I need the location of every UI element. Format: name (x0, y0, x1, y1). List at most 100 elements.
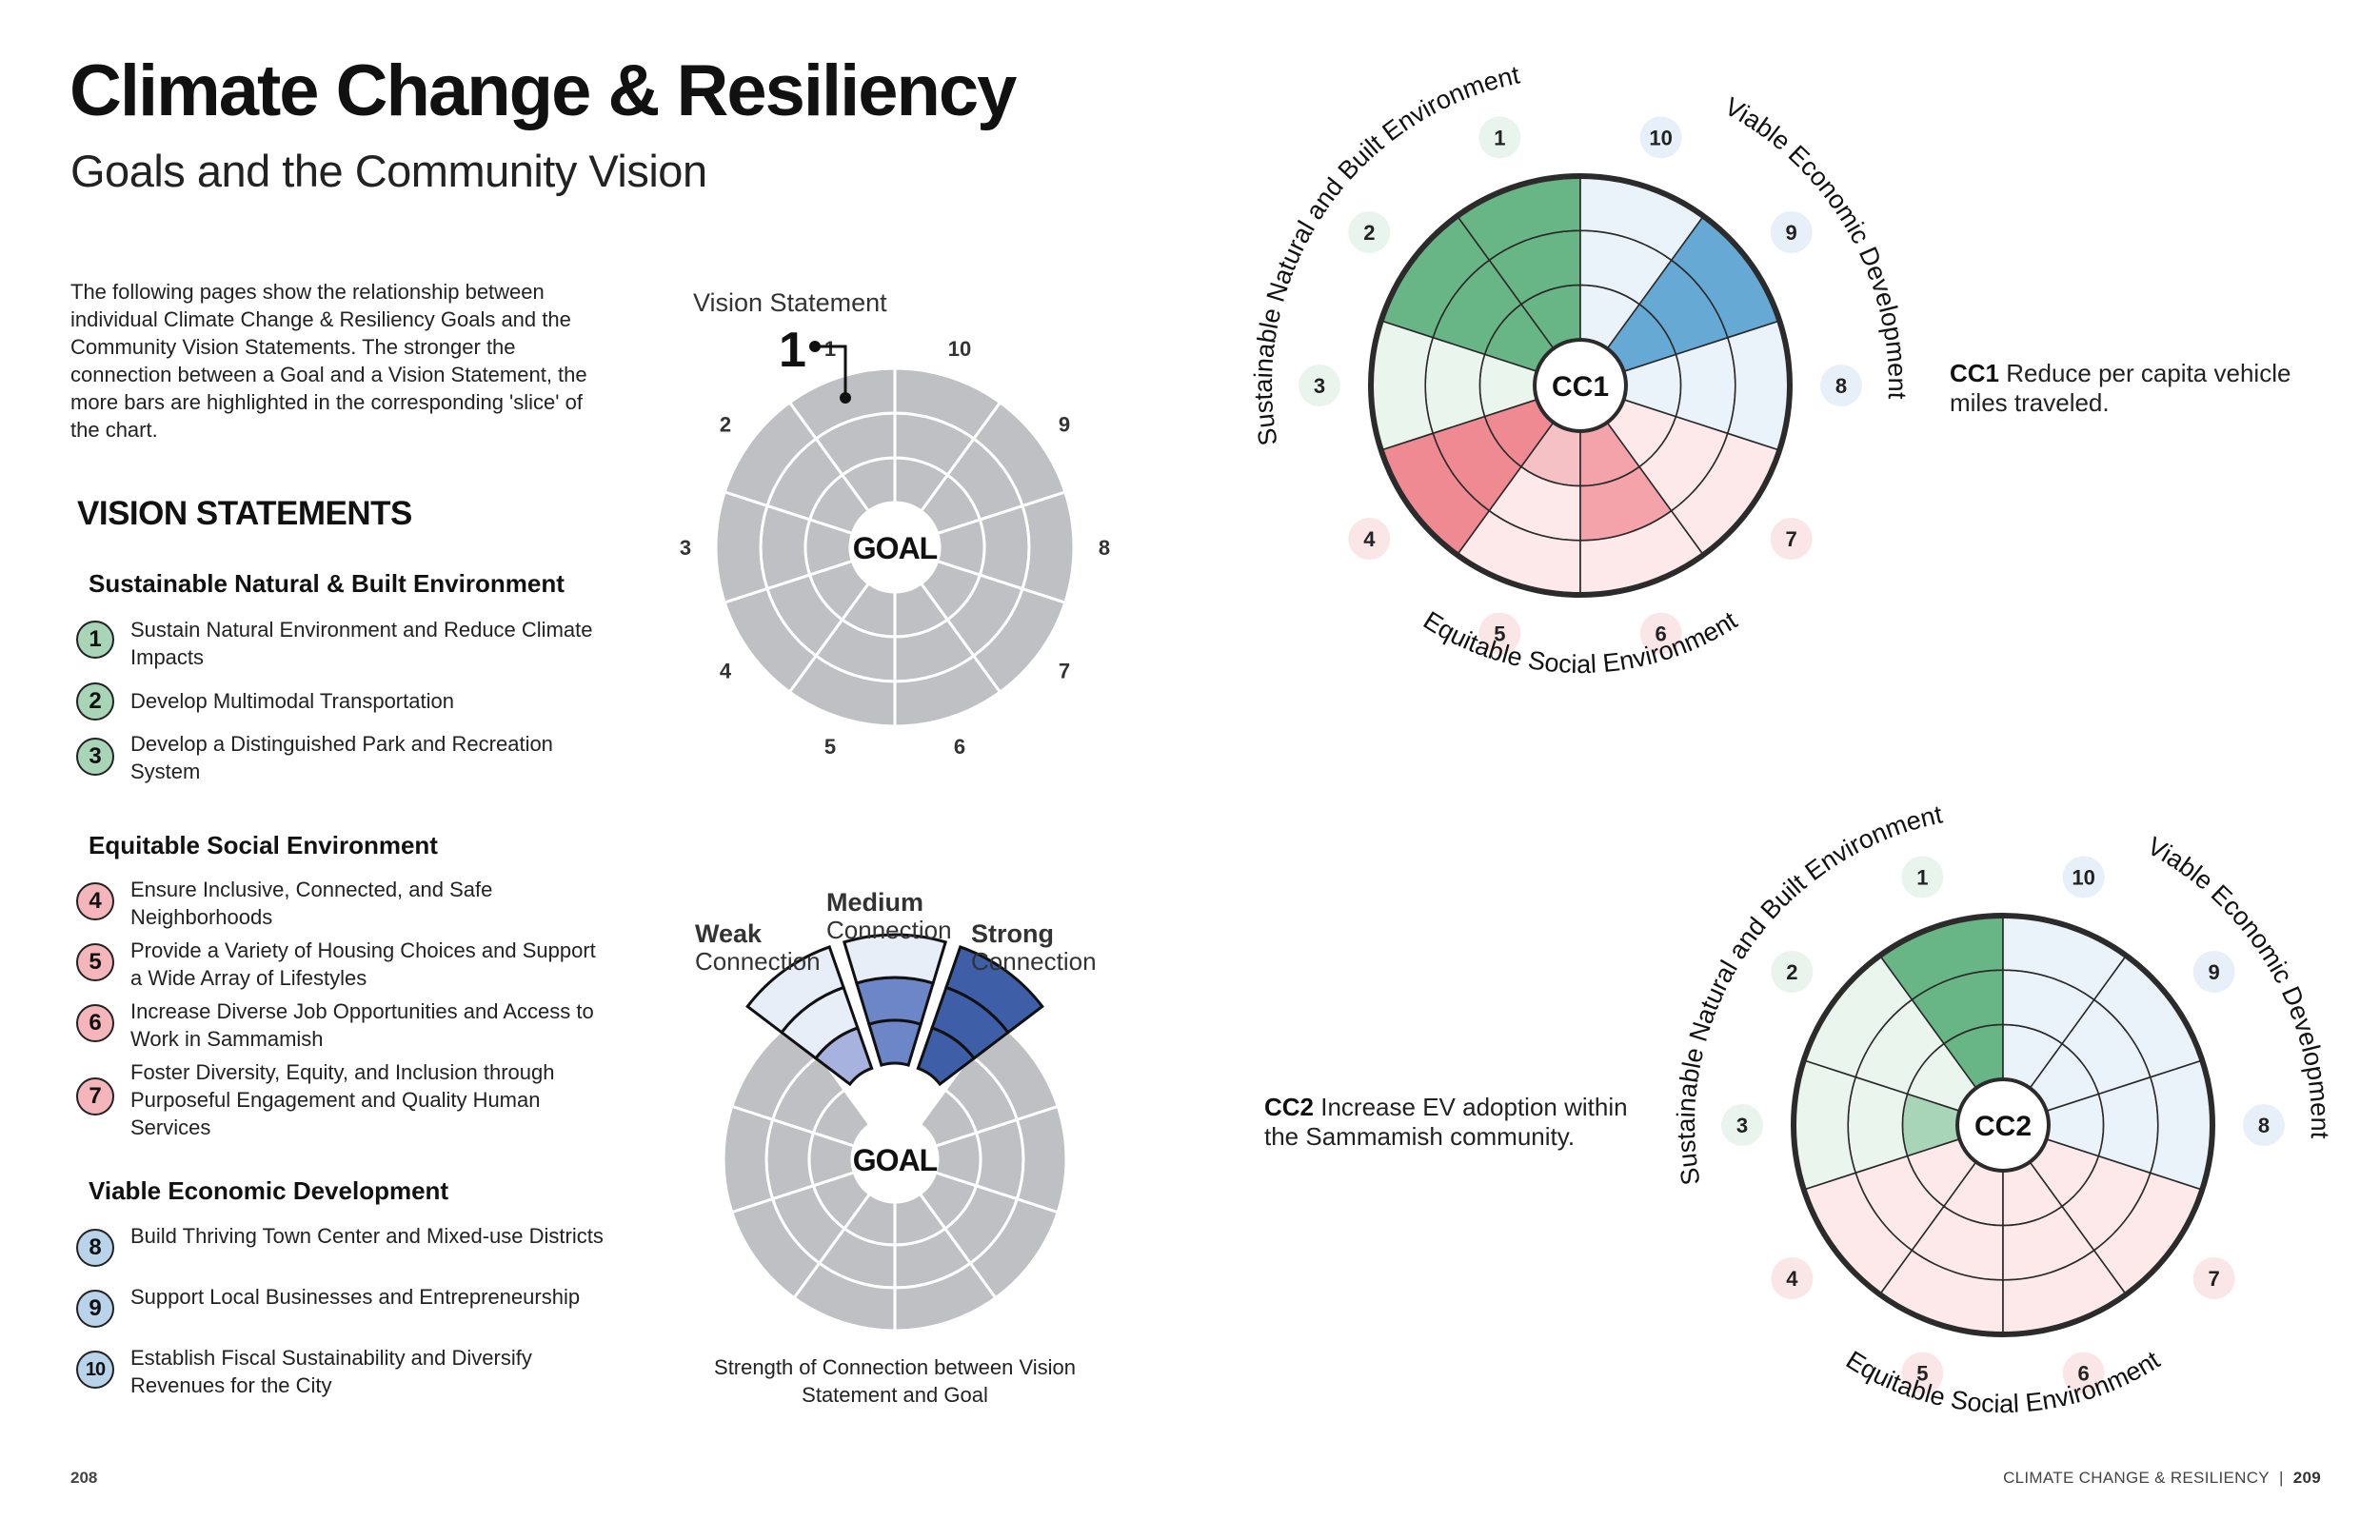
legend-wheel-vision: 1 2 3 4 5 6 7 8 9 10 GOAL Vision Statement 1 (680, 288, 1110, 759)
vision-item-text: Ensure Inclusive, Connected, and Safe Ne… (130, 878, 493, 929)
wheel-segment (1793, 1059, 1857, 1191)
vision-number-badge (1348, 518, 1391, 561)
running-footer: CLIMATE CHANGE & RESILIENCY | 209 (2003, 1469, 2321, 1488)
vision-number-badge (1721, 1104, 1763, 1146)
pointer-dot (840, 392, 851, 404)
legend-caption: Strength of Connection between Vision St… (714, 1355, 1076, 1407)
vision-number-badge: 10 (76, 1351, 114, 1389)
vision-number-badge (1478, 116, 1521, 159)
vision-number-badge (2062, 1352, 2105, 1394)
pointer-line (815, 345, 847, 398)
page-number-right: 209 (2292, 1469, 2321, 1487)
vision-number-badge (1478, 612, 1521, 655)
vision-number-badge (1901, 856, 1944, 898)
vision-number-badge (1299, 365, 1340, 406)
legend-segment (787, 653, 897, 728)
vision-number-badge (1820, 365, 1862, 406)
vision-item-1: 1 Sustain Natural Environment and Reduce… (76, 618, 609, 676)
legend-segment (792, 1261, 897, 1333)
legend-segment (893, 653, 1002, 728)
legend-number: 7 (1059, 659, 1070, 682)
vision-item-9: 9 Support Local Businesses and Entrepren… (76, 1285, 609, 1346)
wheel-center (1533, 338, 1628, 433)
goal-id: CC1 (1950, 359, 2000, 387)
vision-item-text: Increase Diverse Job Opportunities and A… (130, 999, 594, 1051)
vision-number-badge (1639, 116, 1682, 159)
legend-segment (723, 400, 819, 508)
page-subtitle: Goals and the Community Vision (70, 146, 707, 196)
strength-segment (854, 976, 936, 1026)
legend-number: 6 (954, 735, 965, 759)
arc-label-equitable: Equitable Social Environment (1418, 605, 1742, 679)
vision-item-text: Establish Fiscal Sustainability and Dive… (130, 1346, 532, 1397)
legend-number: 2 (720, 413, 731, 437)
strength-segment (866, 1018, 923, 1067)
vision-number: 8 (1835, 374, 1847, 398)
legend-number: 9 (1059, 413, 1070, 437)
legend-segment (714, 490, 769, 604)
vision-number: 4 (1786, 1267, 1798, 1291)
page-number-left: 208 (70, 1469, 98, 1487)
vision-number-badge (1771, 950, 1814, 993)
medium-connection-label: Medium (826, 888, 923, 917)
goal-id-label: CC2 (1974, 1111, 2032, 1142)
weak-connection-label: Weak (695, 919, 763, 948)
legend-number: 5 (824, 735, 836, 759)
legend-number: 8 (1099, 536, 1110, 560)
goal-text: Reduce per capita vehicle miles traveled… (1950, 359, 2291, 417)
vision-item-5: 5 Provide a Variety of Housing Choices a… (76, 938, 609, 999)
vision-number: 7 (2209, 1267, 2220, 1291)
medium-connection-label-sub: Connection (826, 916, 952, 944)
vision-number-badge (1348, 210, 1391, 253)
vision-number: 6 (2078, 1362, 2090, 1386)
strong-connection-label: Strong (971, 919, 1054, 948)
legend-segment (1015, 1104, 1068, 1214)
legend-goal-label: GOAL (853, 531, 938, 565)
category-equitable: Equitable Social Environment (89, 831, 438, 859)
vision-number: 3 (1314, 374, 1325, 398)
legend-segment (971, 586, 1067, 695)
vision-number: 10 (2072, 865, 2094, 889)
legend-number: 10 (948, 337, 971, 361)
legend-number: 4 (720, 659, 732, 682)
vision-number-badge (2192, 950, 2235, 993)
vision-number-badge: 7 (76, 1077, 114, 1116)
vision-item-text: Develop a Distinguished Park and Recreat… (130, 732, 553, 783)
goal-cc2-description: CC2 Increase EV adoption within the Samm… (1264, 1093, 1664, 1152)
legend-center (853, 1117, 937, 1201)
arc-label-text: Equitable Social Environment (1418, 605, 1742, 679)
vision-statement-number: 1 (779, 323, 806, 378)
vision-number: 10 (1649, 126, 1672, 149)
vision-number-badge (1770, 210, 1813, 253)
vision-number: 4 (1363, 527, 1376, 551)
vision-number: 2 (1363, 221, 1375, 245)
vision-item-8: 8 Build Thriving Town Center and Mixed-u… (76, 1224, 609, 1285)
vision-item-4: 4 Ensure Inclusive, Connected, and Safe … (76, 878, 609, 938)
footer-label: CLIMATE CHANGE & RESILIENCY (2003, 1469, 2270, 1487)
vision-number: 6 (1656, 622, 1667, 646)
legend-segment (729, 1196, 822, 1300)
strength-segment (745, 944, 845, 1035)
arc-label-text: Equitable Social Environment (1841, 1345, 2165, 1418)
vision-number: 7 (1786, 527, 1797, 551)
vision-number-badge: 9 (76, 1290, 114, 1328)
category-viable: Viable Economic Development (89, 1176, 449, 1205)
wheel-center (1955, 1077, 2051, 1173)
vision-number: 1 (1916, 865, 1928, 889)
vision-statement-label: Vision Statement (693, 288, 887, 317)
vision-number: 5 (1916, 1362, 1928, 1386)
vision-item-text: Support Local Businesses and Entrepreneu… (130, 1285, 581, 1309)
legend-segment (893, 366, 1002, 442)
strength-segment (842, 933, 948, 985)
strong-connection-label-sub: Connection (971, 947, 1097, 976)
category-sustainable: Sustainable Natural & Built Environment (89, 569, 565, 598)
legend-number: 1 (824, 337, 836, 361)
strength-segment (944, 944, 1044, 1035)
vision-number-badge: 4 (76, 882, 114, 920)
vision-item-text: Provide a Variety of Housing Choices and… (130, 938, 596, 990)
vision-number-badge (2062, 856, 2105, 898)
